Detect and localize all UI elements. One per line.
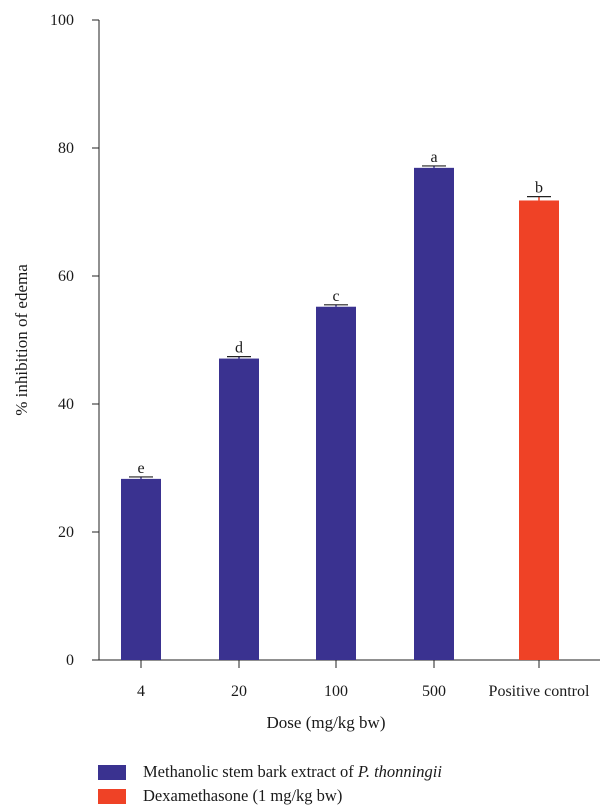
y-tick-label: 0 — [66, 652, 74, 669]
chart-axes: 0 20 40 60 80 100 4 20 100 500 Positive control Dos… — [12, 12, 600, 732]
bar — [121, 478, 161, 660]
significance-label: a — [430, 149, 437, 166]
legend-swatch-extract — [98, 764, 126, 780]
y-tick-label: 60 — [58, 268, 74, 285]
y-tick-label: 80 — [58, 140, 74, 157]
bar — [316, 306, 356, 660]
chart-legend: Methanolic stem bark extract of P. thonn… — [98, 760, 442, 808]
x-tick-label: 4 — [137, 683, 145, 700]
legend-label-extract: Methanolic stem bark extract of P. thonn… — [143, 762, 442, 781]
bar-chart: 0 20 40 60 80 100 4 20 100 500 Positive control Dos… — [12, 12, 600, 732]
y-tick-label: 100 — [50, 12, 74, 29]
y-tick-label: 20 — [58, 524, 74, 541]
significance-label: d — [235, 340, 243, 357]
legend-item-extract: Methanolic stem bark extract of P. thonn… — [98, 760, 442, 784]
x-axis-title: Dose (mg/kg bw) — [267, 713, 386, 732]
x-tick-label: 500 — [422, 683, 446, 700]
chart-bars — [121, 165, 559, 661]
y-tick-label: 40 — [58, 396, 74, 413]
y-axis-title: % inhibition of edema — [12, 264, 31, 416]
legend-item-control: Dexamethasone (1 mg/kg bw) — [98, 784, 442, 808]
x-tick-label: Positive control — [489, 683, 590, 700]
x-tick-label: 20 — [231, 683, 247, 700]
bar — [414, 167, 454, 660]
x-tick-label: 100 — [324, 683, 348, 700]
significance-label: b — [535, 180, 543, 197]
legend-swatch-control — [98, 788, 126, 804]
legend-label-control: Dexamethasone (1 mg/kg bw) — [143, 786, 343, 805]
bar — [519, 200, 559, 661]
bar — [219, 358, 259, 660]
significance-label: c — [332, 288, 339, 305]
significance-label: e — [137, 460, 144, 477]
chart-labels: e d c a b — [137, 149, 543, 477]
